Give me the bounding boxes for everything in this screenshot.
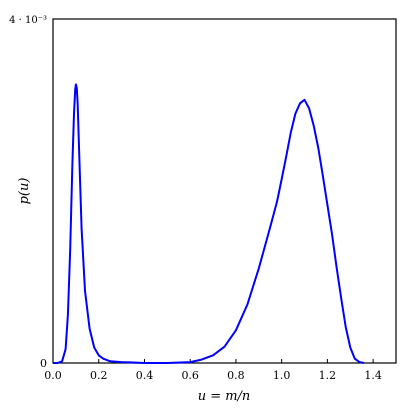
series-line-0	[53, 83, 365, 364]
x-axis-ticks: 0.0 0.2 0.4 0.6 0.8 1.0 1.2 1.4	[44, 359, 382, 382]
x-tick-label: 0.6	[181, 369, 199, 382]
x-tick-label: 0.2	[90, 369, 108, 382]
series-layer	[53, 83, 365, 364]
x-tick-label: 0.4	[136, 369, 154, 382]
y-tick-label: 4 · 10⁻³	[9, 15, 47, 26]
x-tick-label: 1.2	[319, 369, 337, 382]
x-axis-label: u = m/n	[198, 389, 251, 404]
x-tick-label: 1.0	[273, 369, 291, 382]
plot-area	[52, 18, 397, 364]
y-axis-label: p(u)	[17, 178, 32, 205]
x-tick-label: 0.8	[227, 369, 245, 382]
x-tick-label: 1.4	[364, 369, 382, 382]
y-tick-label: 0	[40, 357, 47, 370]
x-tick-label: 0.0	[44, 369, 62, 382]
